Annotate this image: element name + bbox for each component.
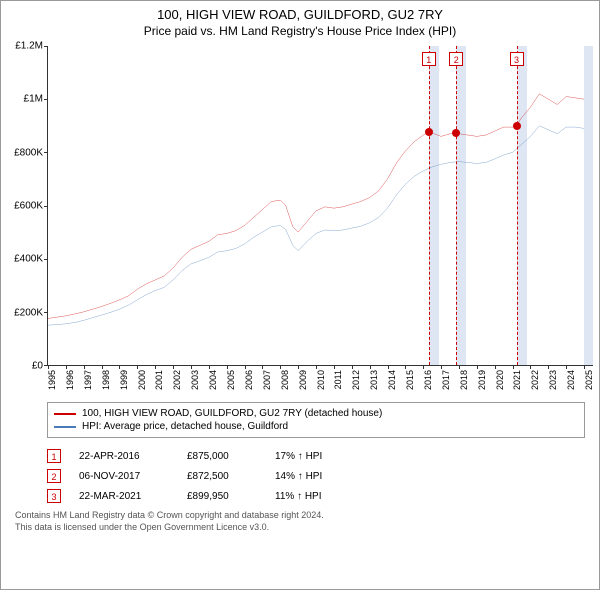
series-line (48, 94, 584, 319)
line-series-svg (48, 46, 593, 365)
y-tick-label: £1.2M (15, 41, 43, 52)
x-tick-label: 2010 (316, 370, 326, 390)
x-tick-label: 2013 (369, 370, 379, 390)
x-tick-label: 2012 (351, 370, 361, 390)
x-tick-label: 2001 (154, 370, 164, 390)
chart-title: 100, HIGH VIEW ROAD, GUILDFORD, GU2 7RY (1, 7, 599, 22)
sale-marker-line (429, 46, 430, 365)
sale-marker-number: 2 (449, 52, 463, 66)
x-tick-label: 2005 (226, 370, 236, 390)
sale-row: 3 22-MAR-2021 £899,950 11% ↑ HPI (47, 486, 585, 506)
y-tick-label: £600K (14, 201, 43, 212)
sale-row-price: £872,500 (187, 471, 257, 482)
sale-dot (425, 128, 433, 136)
y-axis: £0£200K£400K£600K£800K£1M£1.2M (7, 46, 47, 366)
attribution-line: Contains HM Land Registry data © Crown c… (15, 510, 585, 522)
sale-marker-number: 3 (510, 52, 524, 66)
sale-row: 2 06-NOV-2017 £872,500 14% ↑ HPI (47, 466, 585, 486)
sale-row-date: 22-APR-2016 (79, 451, 169, 462)
x-tick-label: 2019 (477, 370, 487, 390)
sales-table: 1 22-APR-2016 £875,000 17% ↑ HPI 2 06-NOV-201… (47, 446, 585, 506)
x-tick-label: 2025 (584, 370, 594, 390)
attribution: Contains HM Land Registry data © Crown c… (15, 510, 585, 533)
sale-marker-line (517, 46, 518, 365)
x-tick-label: 2021 (512, 370, 522, 390)
sale-row-date: 22-MAR-2021 (79, 491, 169, 502)
x-tick-label: 2003 (190, 370, 200, 390)
y-tick-label: £400K (14, 254, 43, 265)
legend: 100, HIGH VIEW ROAD, GUILDFORD, GU2 7RY … (47, 402, 585, 438)
attribution-line: This data is licensed under the Open Gov… (15, 522, 585, 534)
x-tick-label: 2022 (530, 370, 540, 390)
x-tick-label: 2011 (333, 370, 343, 389)
sale-row-number: 2 (47, 469, 61, 483)
sale-row-price: £899,950 (187, 491, 257, 502)
x-tick-label: 2000 (137, 370, 147, 390)
sale-marker-line (456, 46, 457, 365)
chart-container: 100, HIGH VIEW ROAD, GUILDFORD, GU2 7RY … (0, 0, 600, 590)
x-tick-label: 2023 (548, 370, 558, 390)
chart-titles: 100, HIGH VIEW ROAD, GUILDFORD, GU2 7RY … (1, 1, 599, 42)
sale-row-date: 06-NOV-2017 (79, 471, 169, 482)
x-tick-label: 2017 (441, 370, 451, 390)
x-tick-label: 2009 (298, 370, 308, 390)
legend-label: 100, HIGH VIEW ROAD, GUILDFORD, GU2 7RY … (82, 408, 382, 419)
sale-row-hpi: 14% ↑ HPI (275, 471, 322, 482)
x-tick-label: 2007 (262, 370, 272, 390)
x-axis: 1995 1996 1997 1998 1999 2000 2001 2002 2003 2004… (47, 366, 593, 396)
sale-row-price: £875,000 (187, 451, 257, 462)
legend-item: 100, HIGH VIEW ROAD, GUILDFORD, GU2 7RY … (54, 407, 578, 420)
sale-row-number: 3 (47, 489, 61, 503)
x-tick-label: 2008 (280, 370, 290, 390)
y-tick-label: £0 (32, 361, 43, 372)
sale-row-number: 1 (47, 449, 61, 463)
legend-swatch (54, 413, 76, 415)
x-tick-label: 2004 (208, 370, 218, 390)
x-tick-label: 1997 (83, 370, 93, 390)
sale-row-hpi: 17% ↑ HPI (275, 451, 322, 462)
sale-marker-number: 1 (422, 52, 436, 66)
x-tick-label: 2024 (566, 370, 576, 390)
sale-dot (513, 122, 521, 130)
legend-swatch (54, 426, 76, 428)
y-tick-label: £200K (14, 307, 43, 318)
legend-label: HPI: Average price, detached house, Guil… (82, 421, 288, 432)
x-tick-label: 2002 (172, 370, 182, 390)
chart-area: £0£200K£400K£600K£800K£1M£1.2M 123 19951… (7, 46, 593, 396)
x-tick-label: 2018 (459, 370, 469, 390)
plot-region: 12 3 (47, 46, 593, 366)
y-tick-label: £1M (24, 94, 43, 105)
chart-subtitle: Price paid vs. HM Land Registry's House … (1, 24, 599, 38)
sale-dot (452, 129, 460, 137)
series-line (48, 126, 584, 325)
x-tick-label: 2015 (405, 370, 415, 390)
x-tick-label: 2014 (387, 370, 397, 390)
x-tick-label: 1996 (65, 370, 75, 390)
x-tick-label: 1999 (119, 370, 129, 390)
x-tick-label: 1995 (47, 370, 57, 390)
x-tick-label: 2016 (423, 370, 433, 390)
sale-row: 1 22-APR-2016 £875,000 17% ↑ HPI (47, 446, 585, 466)
x-tick-label: 2006 (244, 370, 254, 390)
legend-item: HPI: Average price, detached house, Guil… (54, 420, 578, 433)
x-tick-label: 2020 (495, 370, 505, 390)
x-tick-label: 1998 (101, 370, 111, 390)
y-tick-label: £800K (14, 147, 43, 158)
sale-row-hpi: 11% ↑ HPI (275, 491, 322, 502)
